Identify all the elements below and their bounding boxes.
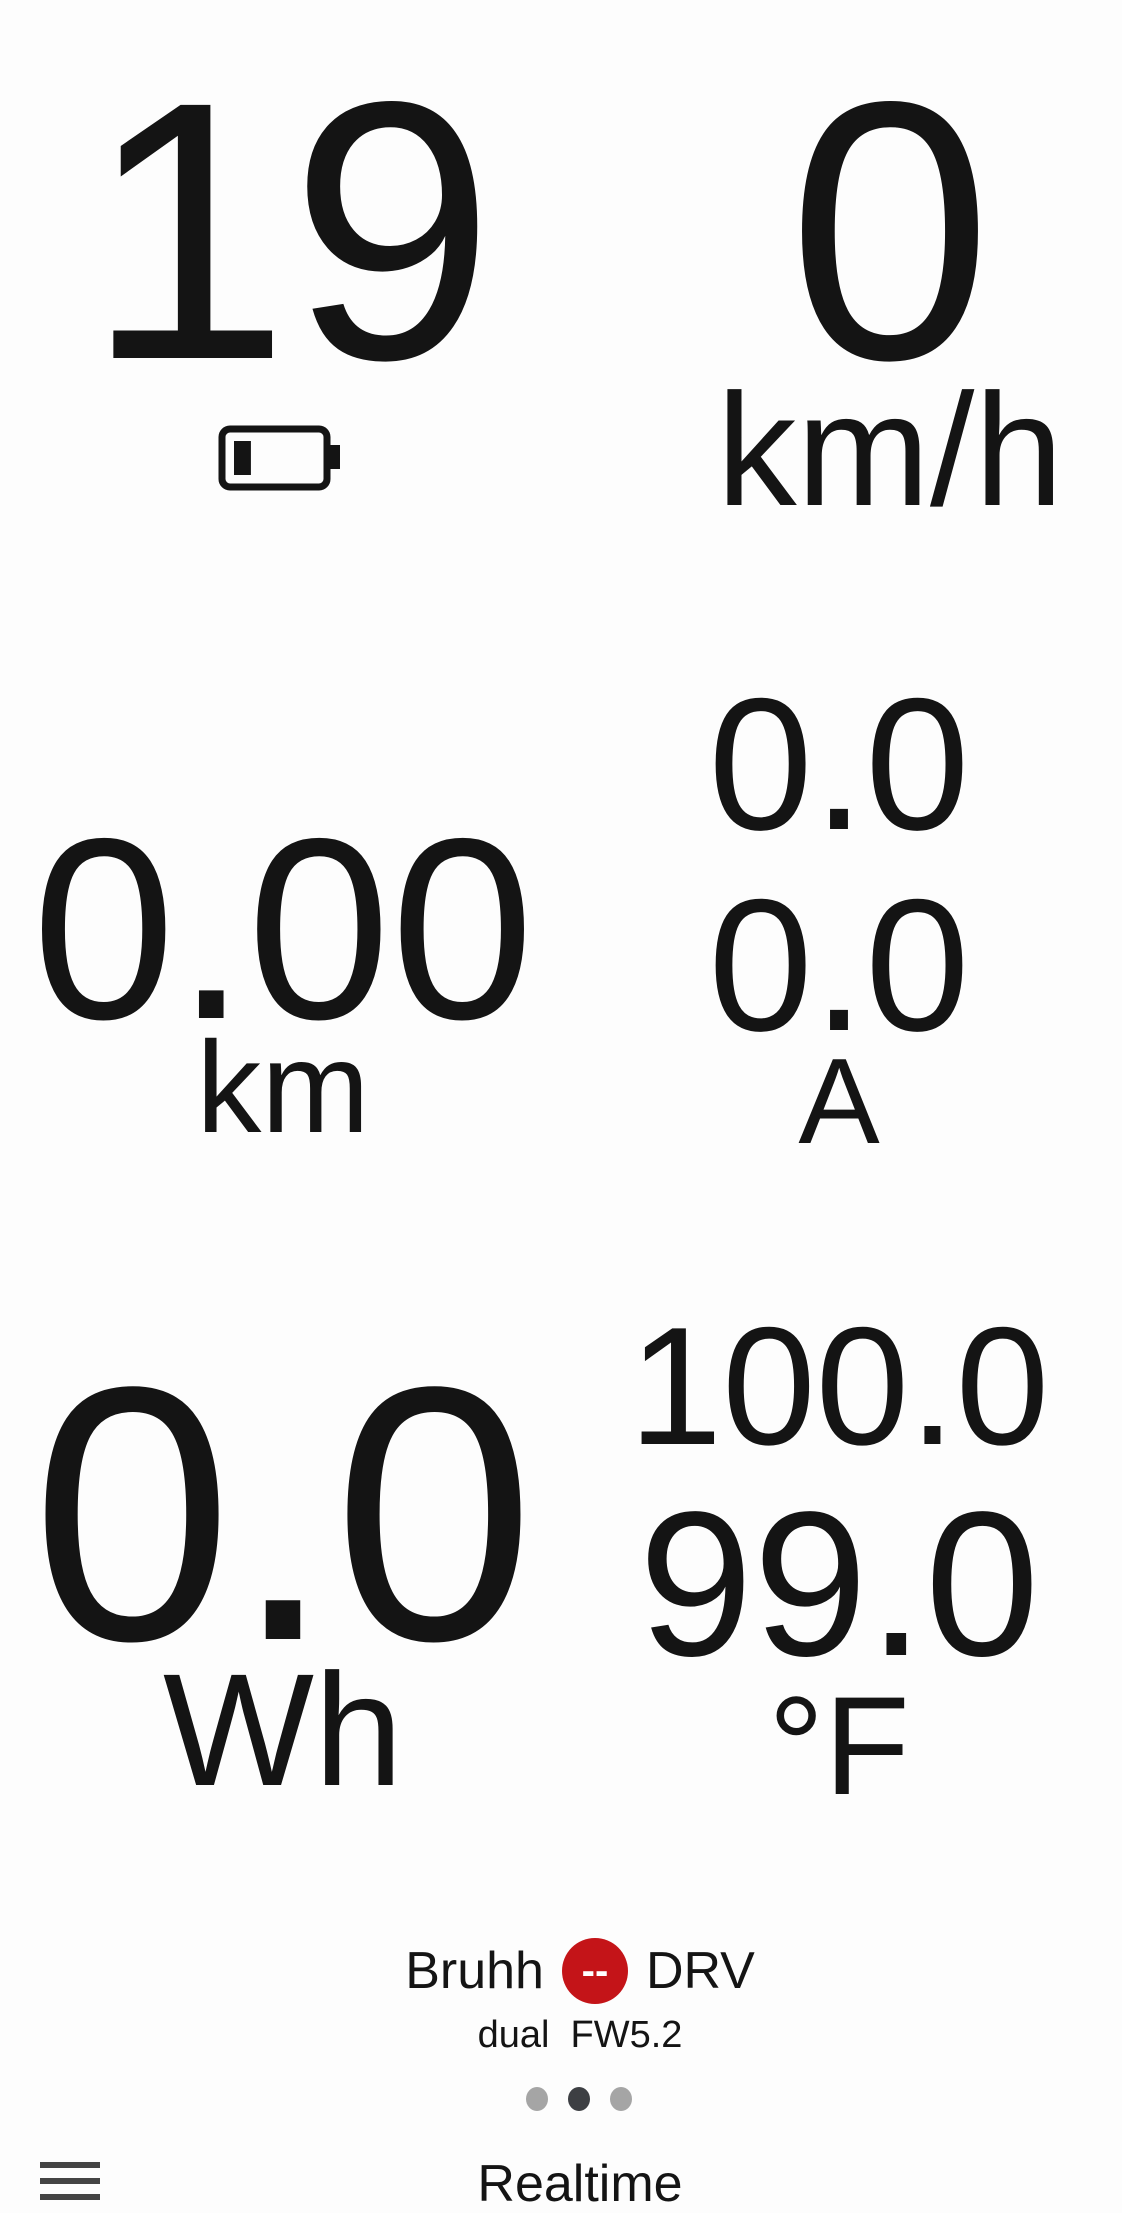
device-info: dual FW5.2 — [477, 2014, 683, 2056]
status-badge-text: -- — [581, 1949, 609, 1993]
page-dot[interactable] — [568, 2087, 590, 2111]
device-name: Bruhh — [405, 1942, 544, 2000]
page-dot[interactable] — [526, 2087, 548, 2111]
energy-unit: Wh — [163, 1640, 403, 1819]
energy-value: 0.0 — [31, 1311, 535, 1716]
battery-percent: 19 — [85, 25, 495, 436]
device-mode: DRV — [645, 1942, 755, 2000]
speed-unit: km/h — [716, 360, 1064, 539]
current-value-1: 0.0 — [708, 659, 970, 869]
distance-value: 0.00 — [31, 784, 535, 1073]
page-dot[interactable] — [610, 2087, 632, 2111]
temperature-value-2: 99.0 — [638, 1469, 1040, 1699]
current-unit: A — [798, 1033, 880, 1169]
distance-unit: km — [196, 1014, 370, 1160]
current-value-2: 0.0 — [708, 860, 970, 1070]
temperature-unit: °F — [768, 1667, 910, 1824]
hamburger-menu-icon[interactable] — [40, 2162, 100, 2206]
screen-title: Realtime — [477, 2155, 683, 2213]
device-status-row[interactable]: Bruhh -- DRV — [0, 1938, 1122, 2004]
speed-value: 0 — [787, 25, 993, 436]
connection-status-badge[interactable]: -- — [561, 1938, 628, 2004]
battery-low-icon — [218, 425, 340, 491]
temperature-value-1: 100.0 — [628, 1292, 1050, 1480]
